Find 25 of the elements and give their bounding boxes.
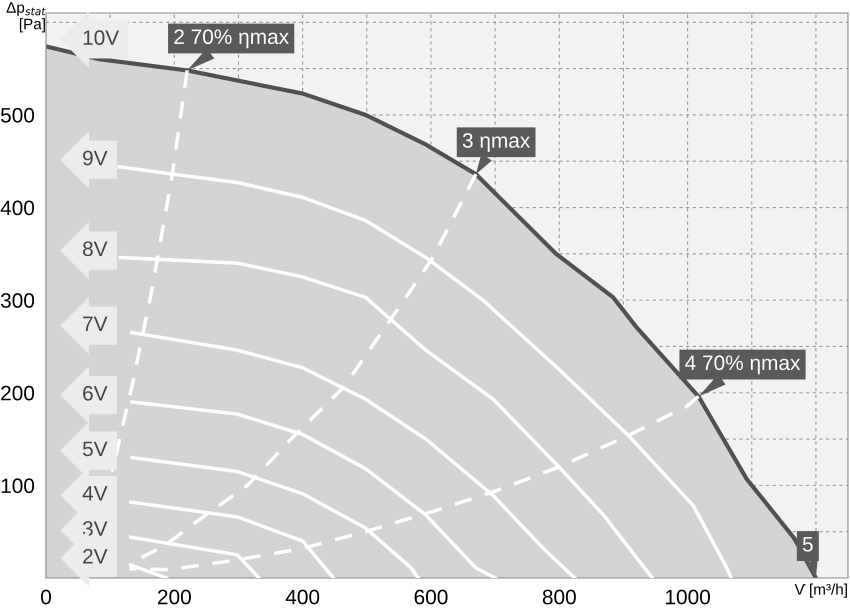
series-label: 10V bbox=[84, 30, 120, 45]
series-label: 5V bbox=[82, 442, 108, 456]
y-tick-label: 200 bbox=[1, 386, 34, 401]
x-tick-label: 800 bbox=[542, 590, 576, 604]
y-axis-title: Δp$_{stat}$ [Pa] bbox=[6, 2, 46, 32]
y-tick-label: 100 bbox=[2, 478, 34, 494]
series-label: 6V bbox=[83, 386, 108, 401]
annotation: 4 70% ηmax bbox=[685, 355, 800, 374]
series-label: 9V bbox=[83, 150, 108, 166]
y-tick-label: 400 bbox=[0, 200, 34, 216]
series-label: 2V bbox=[83, 548, 108, 564]
x-tick-label: 200 bbox=[158, 590, 191, 604]
series-label: 8V bbox=[82, 241, 108, 256]
x-tick-label: 400 bbox=[286, 590, 320, 604]
y-tick-label: 500 bbox=[0, 108, 34, 123]
x-axis-title: V̇ [m³/h] bbox=[794, 584, 847, 598]
x-tick-label: 0 bbox=[41, 590, 51, 604]
annotation: 2 70% ηmax bbox=[174, 29, 289, 48]
y-tick-label: 300 bbox=[0, 293, 34, 308]
x-tick-label: 1000 bbox=[666, 590, 710, 604]
annotation: 3 ηmax bbox=[462, 133, 530, 152]
series-label: 4V bbox=[82, 486, 108, 500]
x-tick-label: 600 bbox=[414, 590, 448, 604]
annotation: 5 bbox=[802, 537, 813, 552]
series-label: 7V bbox=[83, 316, 108, 331]
